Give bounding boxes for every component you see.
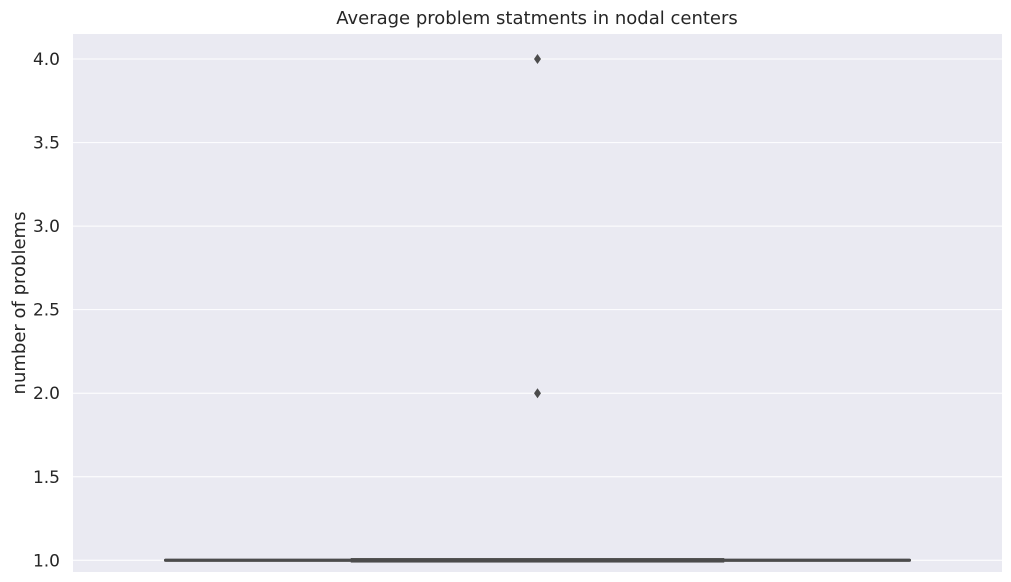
y-tick-label: 2.5 bbox=[33, 301, 60, 321]
y-tick-label: 2.0 bbox=[33, 384, 60, 404]
y-tick-label: 1.5 bbox=[33, 468, 60, 488]
chart-title: Average problem statments in nodal cente… bbox=[336, 8, 738, 29]
y-axis-ticks: 1.0 1.5 2.0 2.5 3.0 3.5 4.0 bbox=[33, 50, 60, 571]
outlier-point bbox=[534, 54, 541, 65]
y-tick-label: 1.0 bbox=[33, 551, 60, 571]
box-group bbox=[164, 558, 911, 563]
y-tick-label: 4.0 bbox=[33, 50, 60, 70]
outlier-point bbox=[534, 388, 541, 399]
y-tick-label: 3.5 bbox=[33, 134, 60, 154]
y-tick-label: 3.0 bbox=[33, 217, 60, 237]
y-axis-label: number of problems bbox=[9, 212, 30, 395]
outlier-points bbox=[534, 54, 541, 399]
plot-area bbox=[73, 34, 1002, 572]
